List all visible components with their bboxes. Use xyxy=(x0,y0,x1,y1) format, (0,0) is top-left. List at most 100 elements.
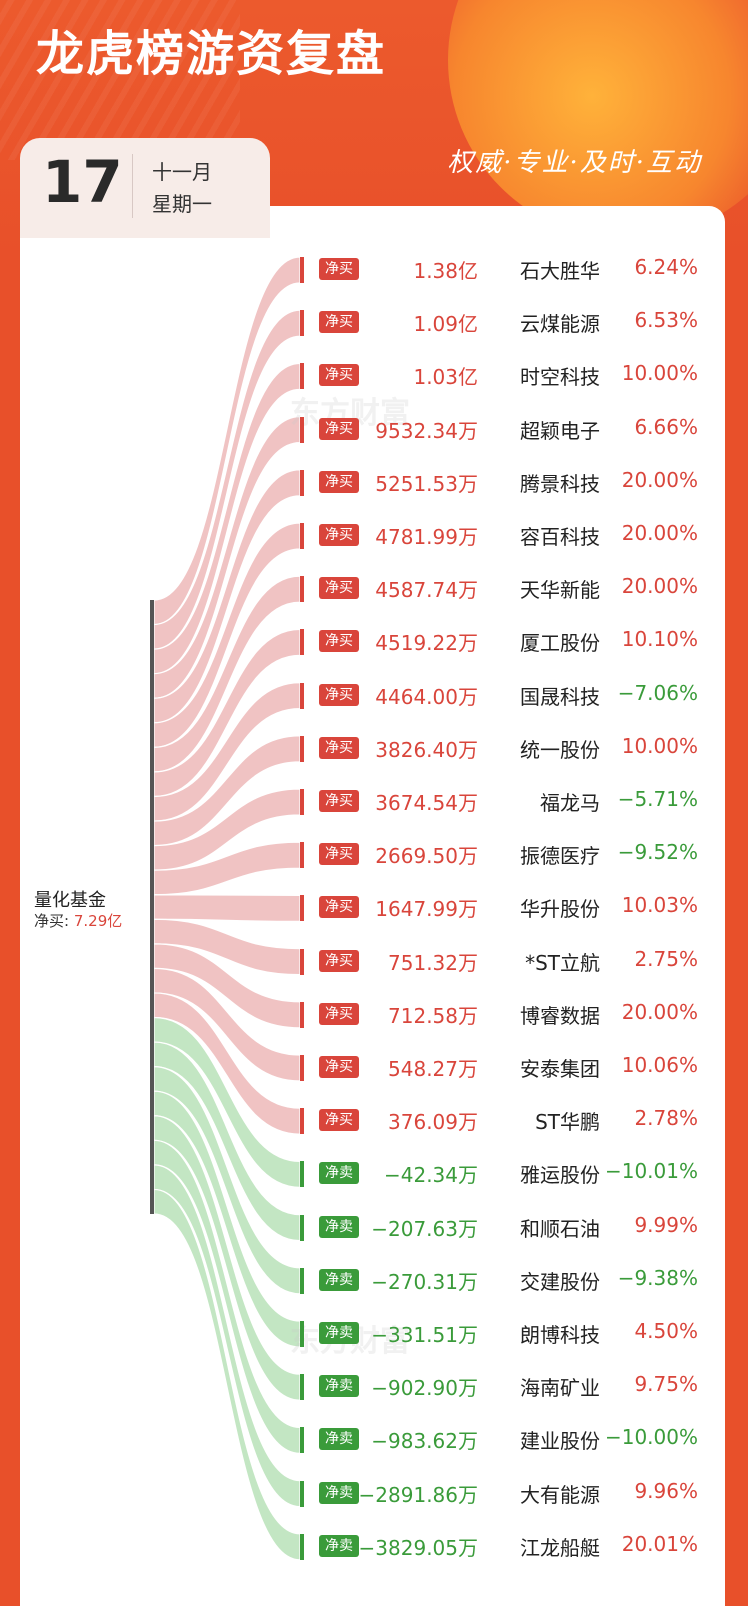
row-node-bar xyxy=(300,1427,304,1454)
stock-row[interactable]: 净买 4464.00万 国晟科技 −7.06% xyxy=(0,679,748,719)
row-node-bar xyxy=(300,1533,304,1560)
row-node-bar xyxy=(300,948,304,975)
flow-ribbon xyxy=(153,918,301,976)
date-day: 17 xyxy=(42,148,123,216)
net-buy-badge: 净买 xyxy=(319,630,359,653)
stock-name: *ST立航 xyxy=(525,950,600,975)
stock-row[interactable]: 净卖 −207.63万 和顺石油 9.99% xyxy=(0,1211,748,1251)
net-buy-badge: 净买 xyxy=(319,1056,359,1078)
flow-ribbon xyxy=(153,1139,301,1455)
net-amount: 1.38亿 xyxy=(413,259,478,283)
stock-row[interactable]: 净买 1.03亿 时空科技 10.00% xyxy=(0,359,748,399)
stock-row[interactable]: 净买 1647.99万 华升股份 10.03% xyxy=(0,891,748,931)
stock-row[interactable]: 净买 3674.54万 福龙马 −5.71% xyxy=(0,785,748,825)
price-change-pct: 4.50% xyxy=(634,1319,698,1343)
flow-ribbon xyxy=(153,788,301,871)
net-sell-badge: 净卖 xyxy=(319,1534,359,1557)
row-node-bar xyxy=(300,1001,304,1028)
stock-name: 大有能源 xyxy=(520,1482,600,1507)
flow-ribbon xyxy=(153,1066,301,1295)
net-amount: 548.27万 xyxy=(388,1057,478,1081)
price-change-pct: 9.75% xyxy=(634,1372,698,1397)
stock-row[interactable]: 净买 2669.50万 振德医疗 −9.52% xyxy=(0,838,748,878)
flow-ribbon xyxy=(153,681,301,822)
net-buy-badge: 净买 xyxy=(319,1109,359,1132)
row-node-bar xyxy=(300,1321,304,1347)
row-node-bar xyxy=(300,1108,304,1135)
row-node-bar xyxy=(300,363,304,390)
flow-ribbon xyxy=(153,967,301,1082)
stock-row[interactable]: 净买 548.27万 安泰集团 10.06% xyxy=(0,1051,748,1091)
net-buy-badge: 净买 xyxy=(319,843,359,866)
net-amount: 5251.53万 xyxy=(375,471,478,496)
row-node-bar xyxy=(300,576,304,603)
stock-name: 石大胜华 xyxy=(520,259,600,283)
stock-name: 统一股份 xyxy=(520,737,600,762)
flow-ribbon xyxy=(153,1090,301,1348)
stock-row[interactable]: 净买 5251.53万 腾景科技 20.00% xyxy=(0,466,748,506)
stock-name: 建业股份 xyxy=(520,1429,600,1454)
price-change-pct: 10.10% xyxy=(621,627,698,652)
price-change-pct: 6.24% xyxy=(634,255,698,279)
net-sell-badge: 净卖 xyxy=(319,1375,359,1398)
flow-ribbon xyxy=(153,1188,301,1561)
flow-ribbon xyxy=(153,628,301,798)
stock-row[interactable]: 净卖 −902.90万 海南矿业 9.75% xyxy=(0,1370,748,1410)
stock-row[interactable]: 净卖 −2891.86万 大有能源 9.96% xyxy=(0,1477,748,1517)
stock-row[interactable]: 净买 4519.22万 厦工股份 10.10% xyxy=(0,625,748,665)
net-amount: −331.51万 xyxy=(371,1323,478,1347)
net-amount: 2669.50万 xyxy=(375,844,478,869)
net-amount: −42.34万 xyxy=(383,1163,478,1188)
source-net: 净买: 7.29亿 xyxy=(34,910,122,931)
stock-row[interactable]: 净买 3826.40万 统一股份 10.00% xyxy=(0,732,748,772)
flow-ribbon xyxy=(153,992,301,1135)
row-node-bar xyxy=(300,310,304,337)
header-banner: 龙虎榜游资复盘 权威·专业·及时·互动 xyxy=(0,0,748,260)
flow-ribbon xyxy=(153,1164,301,1508)
stock-row[interactable]: 净买 4587.74万 天华新能 20.00% xyxy=(0,572,748,612)
price-change-pct: 6.53% xyxy=(634,308,698,333)
net-buy-badge: 净买 xyxy=(319,949,359,972)
net-buy-badge: 净买 xyxy=(319,790,359,812)
net-amount: −902.90万 xyxy=(371,1376,478,1401)
net-amount: −2891.86万 xyxy=(358,1482,478,1507)
stock-row[interactable]: 净买 376.09万 ST华鹏 2.78% xyxy=(0,1104,748,1144)
row-node-bar xyxy=(300,469,304,496)
stock-row[interactable]: 净卖 −983.62万 建业股份 −10.00% xyxy=(0,1423,748,1463)
price-change-pct: −10.00% xyxy=(604,1425,698,1450)
row-node-bar xyxy=(300,1374,304,1401)
price-change-pct: −9.52% xyxy=(617,840,698,865)
net-amount: −207.63万 xyxy=(371,1216,478,1241)
stock-row[interactable]: 净卖 −270.31万 交建股份 −9.38% xyxy=(0,1264,748,1304)
stock-row[interactable]: 净买 4781.99万 容百科技 20.00% xyxy=(0,519,748,559)
stock-row[interactable]: 净买 751.32万 *ST立航 2.75% xyxy=(0,945,748,985)
stock-row[interactable]: 净买 1.38亿 石大胜华 6.24% xyxy=(0,253,748,293)
net-amount: 1.09亿 xyxy=(413,312,478,337)
net-buy-badge: 净买 xyxy=(319,470,359,493)
flow-ribbon xyxy=(153,894,301,923)
stock-row[interactable]: 净买 9532.34万 超颖电子 6.66% xyxy=(0,413,748,453)
row-node-bar xyxy=(300,1267,304,1294)
stock-row[interactable]: 净买 1.09亿 云煤能源 6.53% xyxy=(0,306,748,346)
net-amount: 712.58万 xyxy=(388,1003,478,1028)
net-amount: 9532.34万 xyxy=(375,418,478,443)
net-buy-badge: 净买 xyxy=(319,896,359,919)
price-change-pct: 20.00% xyxy=(621,574,698,599)
stock-name: 华升股份 xyxy=(520,897,600,922)
stock-row[interactable]: 净买 712.58万 博睿数据 20.00% xyxy=(0,998,748,1038)
stock-row[interactable]: 净卖 −331.51万 朗博科技 4.50% xyxy=(0,1317,748,1357)
flow-ribbon xyxy=(153,575,301,773)
net-sell-badge: 净卖 xyxy=(319,1162,359,1185)
date-divider xyxy=(132,154,133,218)
price-change-pct: −10.01% xyxy=(604,1159,698,1184)
source-node-bar xyxy=(150,600,154,1214)
stock-name: 国晟科技 xyxy=(520,684,600,709)
stock-name: 朗博科技 xyxy=(520,1323,600,1347)
net-buy-badge: 净买 xyxy=(319,311,359,334)
stock-row[interactable]: 净卖 −3829.05万 江龙船艇 20.01% xyxy=(0,1530,748,1570)
flow-ribbon xyxy=(153,522,301,748)
net-amount: 1647.99万 xyxy=(375,897,478,922)
stock-row[interactable]: 净卖 −42.34万 雅运股份 −10.01% xyxy=(0,1157,748,1197)
net-buy-badge: 净买 xyxy=(319,417,359,440)
stock-name: 超颖电子 xyxy=(520,418,600,443)
